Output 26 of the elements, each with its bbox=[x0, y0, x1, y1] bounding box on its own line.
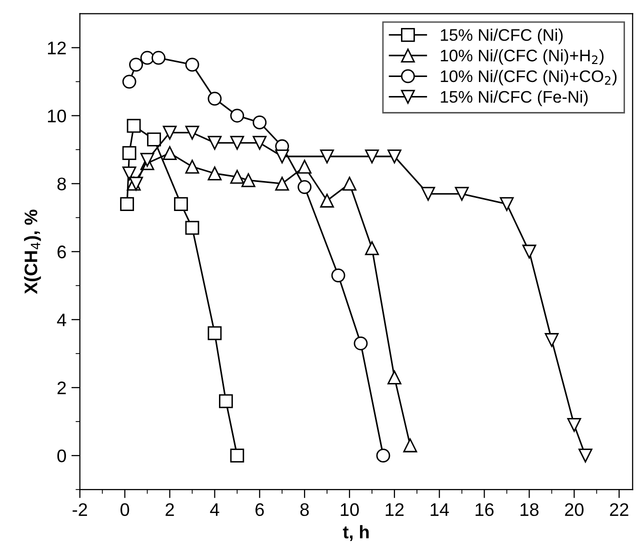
legend-label: 10% Ni/(CFC (Ni)+H$_{2}$) bbox=[440, 49, 604, 65]
y-tick-label: 2 bbox=[58, 382, 66, 394]
legend-label: 15% Ni/CFC (Ni) bbox=[440, 28, 563, 44]
x-tick-label: 10 bbox=[340, 503, 359, 516]
y-tick-label: 0 bbox=[57, 450, 66, 462]
y-axis-title: X(CH$_{4}$), % bbox=[24, 210, 41, 294]
legend-label: 15% Ni/CFC (Fe-Ni) bbox=[440, 90, 588, 106]
x-tick-label: 18 bbox=[520, 503, 539, 516]
y-tick-label: 10 bbox=[48, 110, 66, 122]
x-tick-label: 16 bbox=[476, 503, 494, 516]
x-axis-title: t, h bbox=[342, 525, 369, 542]
x-tick-label: 0 bbox=[120, 503, 130, 516]
x-tick-label: 20 bbox=[565, 503, 584, 516]
x-tick-label: 4 bbox=[210, 503, 220, 516]
x-tick-label: 14 bbox=[430, 503, 449, 516]
y-tick-label: 6 bbox=[58, 246, 66, 258]
x-tick-label: -2 bbox=[72, 503, 87, 516]
x-tick-label: 6 bbox=[256, 503, 264, 516]
x-tick-label: 12 bbox=[386, 503, 404, 516]
y-tick-label: 12 bbox=[48, 42, 66, 54]
legend-label: 10% Ni/(CFC (Ni)+CO$_{2}$) bbox=[440, 70, 617, 86]
x-tick-label: 8 bbox=[300, 503, 309, 516]
x-tick-label: 22 bbox=[610, 503, 628, 516]
y-tick-label: 8 bbox=[57, 178, 66, 190]
y-tick-label: 4 bbox=[57, 314, 66, 326]
x-tick-label: 2 bbox=[166, 503, 174, 516]
